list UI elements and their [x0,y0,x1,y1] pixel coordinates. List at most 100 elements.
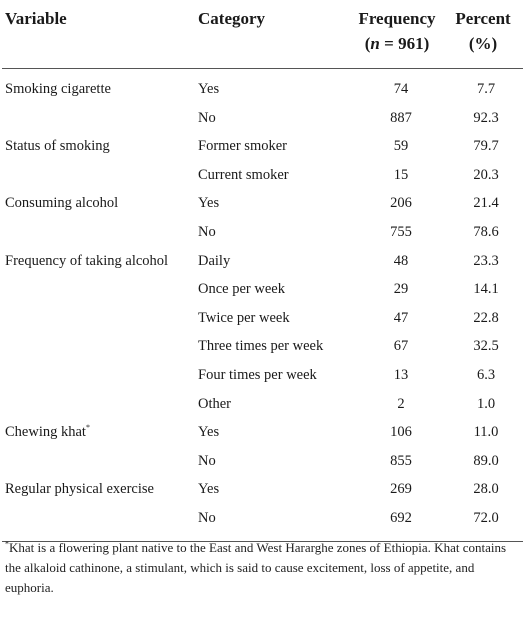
cell-variable: Regular physical exercise [2,475,198,504]
cell-percent: 20.3 [473,166,499,183]
cell-frequency: 106 [390,424,412,441]
cell-percent: 28.0 [473,481,499,498]
table-row: No 692 72.0 [2,504,523,533]
table-row: Smoking cigarette Yes 74 7.7 [2,69,523,104]
table-row: Current smoker 15 20.3 [2,161,523,190]
header-percent-unit: (%) [468,34,498,53]
cell-variable [2,332,198,361]
table-header: Variable Category Frequency (n = 961) Pe… [2,0,523,69]
variable-text: Smoking cigarette [5,81,111,97]
cell-variable [2,504,198,533]
header-frequency: Frequency (n = 961) [351,0,443,56]
header-frequency-count: = 961) [379,34,430,53]
header-frequency-n: n [370,34,380,53]
cell-frequency: 29 [393,281,409,298]
cell-category: Daily [198,252,231,269]
cell-percent: 32.5 [473,338,499,355]
cell-variable [2,161,198,190]
header-percent-label: Percent [455,9,511,28]
cell-percent: 79.7 [473,138,499,155]
cell-category: Once per week [198,281,285,298]
table-row: No 855 89.0 [2,447,523,476]
table-row: Twice per week 47 22.8 [2,304,523,333]
cell-frequency: 67 [393,338,409,355]
table-bottom-divider [2,532,523,542]
cell-frequency: 269 [390,481,412,498]
cell-percent: 92.3 [473,109,499,126]
cell-frequency: 887 [390,109,412,126]
header-percent: Percent (%) [443,0,523,56]
cell-variable: Frequency of taking alcohol [2,247,198,276]
variable-text: Frequency of taking alcohol [5,252,169,269]
cell-frequency: 47 [393,309,409,326]
cell-category: Yes [198,424,220,441]
cell-variable [2,304,198,333]
cell-frequency: 755 [390,223,412,240]
cell-variable: Consuming alcohol [2,189,198,218]
cell-frequency: 206 [390,195,412,212]
cell-variable [2,275,198,304]
data-table-container: Variable Category Frequency (n = 961) Pe… [2,0,523,542]
header-divider [2,56,523,69]
cell-percent: 14.1 [473,281,499,298]
header-variable: Variable [5,9,67,28]
table-row: Frequency of taking alcohol Daily 48 23.3 [2,247,523,276]
cell-category: Three times per week [198,338,324,355]
cell-category: Yes [198,81,220,97]
cell-category: No [198,223,216,240]
cell-frequency: 15 [393,166,409,183]
cell-variable [2,218,198,247]
table-row: Chewing khat* Yes 106 11.0 [2,418,523,447]
cell-percent: 72.0 [473,509,499,526]
cell-category: Former smoker [198,138,287,155]
footnote-marker: * [5,539,9,549]
footnote-reference-marker: * [85,423,90,433]
cell-category: No [198,509,216,526]
table-body: Smoking cigarette Yes 74 7.7 No 887 92.3 Status… [2,69,523,533]
cell-category: Current smoker [198,166,289,183]
cell-variable [2,361,198,390]
table-row: Consuming alcohol Yes 206 21.4 [2,189,523,218]
table-row: No 755 78.6 [2,218,523,247]
variable-text: Chewing khat [5,424,86,441]
cell-percent: 7.7 [476,81,496,97]
cell-percent: 78.6 [473,223,499,240]
cell-frequency: 2 [397,395,405,412]
cell-variable: Smoking cigarette [2,69,198,104]
footnote-text: Khat is a flowering plant native to the … [5,540,507,595]
variable-text: Consuming alcohol [5,195,119,212]
cell-variable: Chewing khat* [2,418,198,447]
cell-category: Twice per week [198,309,290,326]
variable-text: Regular physical exercise [5,481,154,498]
cell-percent: 23.3 [473,252,499,269]
cell-variable: Status of smoking [2,132,198,161]
table-row: No 887 92.3 [2,104,523,133]
header-frequency-label: Frequency [358,9,436,28]
cell-percent: 11.0 [473,424,499,441]
cell-category: No [198,452,216,469]
header-category: Category [198,9,266,28]
cell-percent: 6.3 [476,366,496,383]
cell-frequency: 48 [393,252,409,269]
cell-category: Yes [198,481,220,498]
cell-category: Other [198,395,232,412]
header-frequency-open-paren: ( [364,34,371,53]
cell-percent: 89.0 [473,452,499,469]
cell-frequency: 855 [390,452,412,469]
cell-percent: 21.4 [473,195,499,212]
table-row: Four times per week 13 6.3 [2,361,523,390]
cell-variable [2,390,198,419]
table-footnote: *Khat is a flowering plant native to the… [5,538,520,598]
cell-category: Four times per week [198,366,317,383]
variable-text: Status of smoking [5,138,110,155]
cell-percent: 1.0 [476,395,496,412]
header-frequency-sub: (n = 961) [365,34,430,53]
cell-percent: 22.8 [473,309,499,326]
cell-frequency: 59 [393,138,409,155]
table-row: Status of smoking Former smoker 59 79.7 [2,132,523,161]
cell-category: Yes [198,195,220,212]
data-table: Variable Category Frequency (n = 961) Pe… [2,0,523,542]
table-row: Regular physical exercise Yes 269 28.0 [2,475,523,504]
table-row: Three times per week 67 32.5 [2,332,523,361]
cell-frequency: 13 [393,366,409,383]
